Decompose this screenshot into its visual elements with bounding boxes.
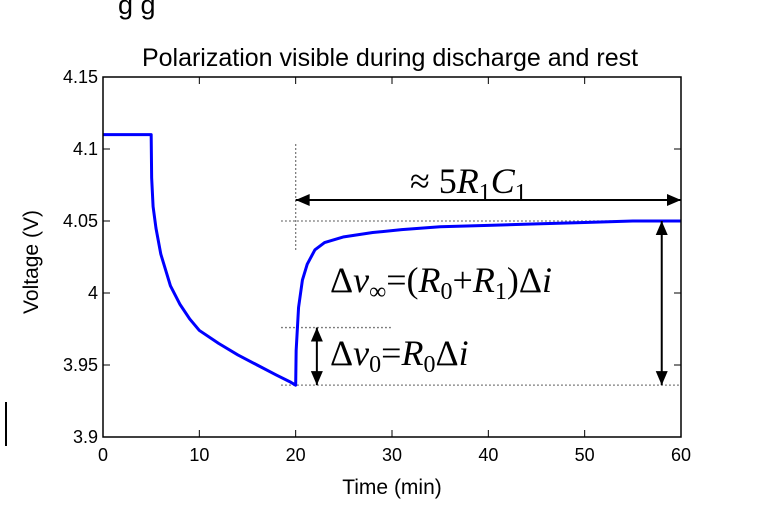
x-axis-label: Time (min) (342, 476, 442, 499)
series-layer (103, 133, 681, 387)
arrow-time-constant-head (295, 194, 310, 206)
x-tick-label: 50 (575, 445, 595, 465)
y-tick-label: 3.9 (73, 427, 98, 447)
x-tick-label: 30 (382, 445, 402, 465)
arrow-steady-state-head (655, 221, 668, 235)
annotation-steady-state: Δv∞=(R0+R1)Δi (330, 260, 552, 305)
x-tick-label: 20 (286, 445, 306, 465)
arrow-steady-state-head (655, 371, 668, 386)
arrow-instant-drop-head (310, 371, 323, 386)
series-line (103, 133, 681, 387)
arrow-time-constant-head (667, 194, 681, 206)
y-tick-label: 4 (88, 283, 98, 303)
ticks-layer: 0 10 20 30 40 50 60 3.9 3.95 4 4.05 4.1 4.15 (63, 67, 691, 465)
y-tick-label: 4.15 (63, 67, 98, 87)
x-tick-label: 0 (98, 445, 108, 465)
y-axis-label: Voltage (V) (20, 210, 43, 314)
y-tick-label: 4.1 (73, 139, 98, 159)
x-tick-label: 60 (671, 445, 691, 465)
plot-frame (102, 76, 682, 438)
annotation-time-constant: ≈ 5R1C1 (410, 161, 527, 206)
x-tick-label: 10 (189, 445, 209, 465)
x-tick-label: 40 (478, 445, 498, 465)
y-tick-label: 4.05 (63, 211, 98, 231)
arrow-instant-drop-head (310, 327, 323, 342)
y-tick-label: 3.95 (63, 355, 98, 375)
chart-title: Polarization visible during discharge an… (142, 44, 638, 72)
arrows-layer (295, 194, 681, 386)
annotation-instant-drop: Δv0=R0Δi (330, 333, 469, 378)
header-fragment: g g (118, 0, 156, 20)
